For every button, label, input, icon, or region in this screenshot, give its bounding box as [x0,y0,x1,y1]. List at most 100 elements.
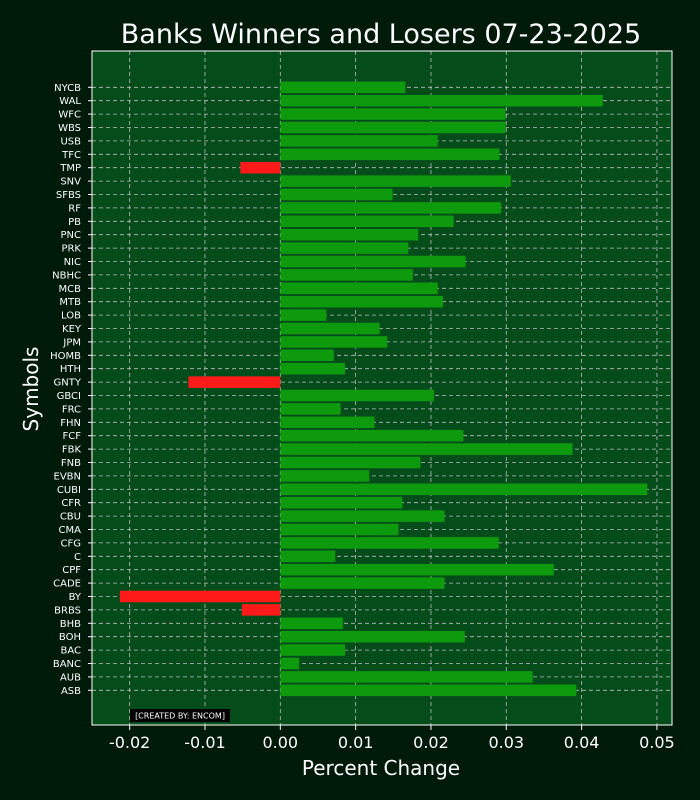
bar-sfbs [280,188,393,201]
y-tick-label: TFC [61,150,81,161]
bar-wfc [280,108,506,120]
bar-mcb [280,282,438,295]
y-tick-label: CFR [61,498,81,509]
y-tick-label: BANC [53,659,81,670]
plot-border [91,50,673,726]
bar-nycb [280,81,406,94]
y-tick-label: EVBN [54,471,82,482]
bar-frc [280,403,341,415]
y-tick-label: WFC [58,110,81,121]
bar-banc [280,657,300,670]
bar-cbu [280,510,445,522]
y-tick-label: PRK [61,244,81,255]
y-tick-label: GNTY [54,378,82,389]
y-tick-label: ASB [61,686,81,697]
y-tick-label: WAL [59,96,81,107]
y-tick-label: PNC [61,230,82,241]
y-tick-label: MTB [59,297,81,308]
y-tick-label: NBHC [52,270,81,281]
bar-lob [280,309,327,321]
y-tick-label: FBK [62,445,82,456]
bar-pnc [280,228,419,241]
bar-snv [280,175,511,187]
y-tick-label: CBU [60,512,81,523]
y-tick-label: HTH [60,364,81,375]
bar-wal [280,94,603,107]
y-tick-label: TMP [59,163,81,174]
x-tick-label: -0.02 [109,733,150,752]
y-tick-label: C [74,552,81,563]
bar-tmp [240,161,281,174]
x-tick-label: 0.03 [488,733,524,752]
bar-fhn [280,416,375,429]
bar-usb [280,135,438,147]
bar-hth [280,362,346,375]
bar-homb [280,349,334,362]
x-axis-label: Percent Change [302,756,460,780]
bar-brbs [241,604,281,616]
bar-gnty [188,376,281,388]
bars [119,81,648,697]
bar-c [280,550,336,563]
y-tick-label: SNV [60,177,81,188]
y-tick-label: FRC [62,404,81,415]
y-tick-label: RF [68,203,81,214]
bar-cfr [280,496,403,509]
y-tick-label: LOB [61,311,81,322]
bar-fnb [280,456,421,469]
bar-gbci [280,389,434,402]
x-tick-label: 0.01 [338,733,374,752]
bar-cubi [280,483,648,496]
x-tick-label: -0.01 [184,733,225,752]
y-tick-label: CADE [53,579,81,590]
y-tick-label: HOMB [50,351,81,362]
bar-fcf [280,429,464,442]
bar-evbn [280,470,370,482]
y-tick-label: BOH [59,632,81,643]
credit-text: [CREATED BY: ENCOM] [135,712,225,721]
y-axis-label: Symbols [19,347,43,432]
y-tick-label: FHN [60,418,81,429]
bar-asb [280,684,577,697]
y-tick-label: AUB [60,672,81,683]
y-tick-label: USB [60,136,81,147]
y-tick-label: MCB [59,284,82,295]
x-axis-ticks: -0.02 -0.01 0.00 0.01 0.02 0.03 0.04 0.05 [109,725,675,752]
x-tick-label: 0.00 [262,733,298,752]
y-tick-label: CUBI [57,485,81,496]
y-tick-label: CMA [59,525,82,536]
bar-cfg [280,537,499,549]
bar-prk [280,242,409,254]
y-tick-label: FCF [63,431,82,442]
bar-aub [280,671,533,683]
bar-cpf [280,563,554,576]
y-tick-label: PB [68,217,81,228]
bar-boh [280,630,465,643]
y-tick-label: KEY [62,324,82,335]
y-tick-label: BY [69,592,82,603]
bar-bhb [280,617,343,630]
plot-background [91,50,673,726]
bar-nbhc [280,269,413,281]
bar-by [119,590,281,603]
y-axis-ticks: NYCB WAL WFC WBS USB TFC TMP SNV SFBS RF PB PNC PRK N… [50,83,92,697]
bar-rf [280,202,502,214]
y-tick-label: NIC [64,257,81,268]
bar-fbk [280,443,573,455]
y-tick-label: CFG [61,538,81,549]
bar-wbs [280,121,506,134]
y-tick-label: WBS [58,123,81,134]
bar-tfc [280,148,500,161]
bar-cade [280,577,445,589]
bar-mtb [280,295,444,308]
y-tick-label: JPM [62,337,81,348]
bar-cma [280,523,399,536]
y-tick-label: NYCB [54,83,81,94]
y-tick-label: BHB [60,619,81,630]
bar-pb [280,215,454,228]
y-tick-label: CPF [62,565,81,576]
x-tick-label: 0.05 [639,733,675,752]
bar-nic [280,255,466,268]
bar-jpm [280,336,388,348]
